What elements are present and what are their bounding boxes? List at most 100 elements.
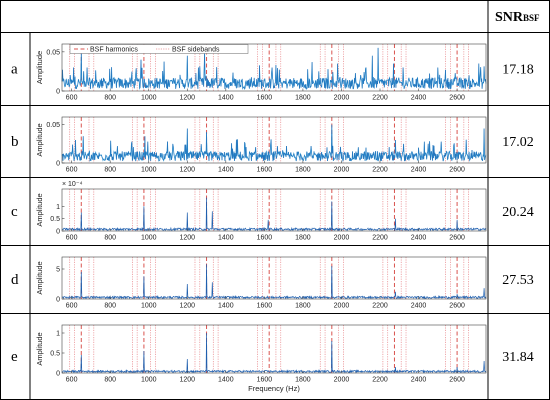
y-axis-label: Amplitude: [35, 261, 44, 294]
x-tick-label: 800: [104, 377, 116, 384]
y-tick-label: 0: [56, 371, 60, 378]
plot-area: [61, 257, 487, 300]
x-tick-label: 800: [104, 303, 116, 310]
y-tick-label: 1: [56, 204, 60, 211]
snr-header: SNRBSF: [495, 10, 540, 25]
y-tick-label: 0: [56, 229, 60, 236]
row-label: a: [11, 62, 18, 78]
x-tick-label: 2600: [449, 167, 465, 174]
x-tick-label: 1400: [218, 167, 234, 174]
x-tick-label: 2000: [334, 167, 350, 174]
x-tick-label: 2400: [411, 95, 427, 102]
snr-value: 20.24: [502, 205, 534, 220]
x-tick-label: 1600: [257, 95, 273, 102]
x-tick-label: 1200: [179, 235, 195, 242]
y-exponent: × 10⁻⁴: [62, 181, 83, 188]
axes-frame: [61, 43, 487, 92]
x-tick-label: 2400: [411, 303, 427, 310]
snr-header-sub: BSF: [523, 13, 540, 23]
snr-value: 17.02: [502, 135, 534, 150]
x-tick-label: 600: [66, 235, 78, 242]
x-tick-label: 1000: [141, 95, 157, 102]
x-tick-label: 2200: [372, 303, 388, 310]
x-tick-label: 2600: [449, 377, 465, 384]
x-tick-label: 2000: [334, 303, 350, 310]
spectrum-line: [61, 124, 487, 163]
y-tick-label: 0: [56, 297, 60, 304]
x-tick-label: 1800: [295, 303, 311, 310]
x-tick-label: 1600: [257, 377, 273, 384]
x-axis-label: Frequency (Hz): [248, 384, 300, 393]
plot-area: [61, 325, 487, 374]
spectrum-line-overlay: [61, 124, 487, 162]
x-tick-label: 1200: [179, 167, 195, 174]
axes-frame: [61, 188, 487, 232]
x-tick-label: 1600: [257, 167, 273, 174]
x-tick-label: 2200: [372, 377, 388, 384]
axes-frame: [61, 116, 487, 164]
x-tick-label: 600: [66, 377, 78, 384]
spectrum-line-overlay: [61, 47, 487, 90]
y-axis-label: Amplitude: [35, 123, 44, 156]
plot-area: [61, 189, 487, 232]
x-tick-label: 800: [104, 235, 116, 242]
y-tick-label: 0.5: [50, 351, 60, 358]
x-tick-label: 2200: [372, 167, 388, 174]
x-tick-label: 2600: [449, 95, 465, 102]
header-row: SNRBSF: [495, 10, 540, 25]
spectrum-line: [61, 332, 487, 374]
spectrum-line: [61, 197, 487, 232]
x-tick-label: 1400: [218, 235, 234, 242]
x-tick-label: 1400: [218, 95, 234, 102]
x-tick-label: 1800: [295, 235, 311, 242]
x-tick-label: 1200: [179, 377, 195, 384]
y-axis-label: Amplitude: [35, 332, 44, 365]
panel-e: e 31.84 0 0.5 1 Amplitude 600 800 1000 1200 1400 16…: [11, 324, 534, 393]
x-tick-label: 2000: [334, 235, 350, 242]
row-label: e: [11, 349, 18, 365]
x-tick-label: 2400: [411, 167, 427, 174]
x-tick-label: 2200: [372, 235, 388, 242]
x-tick-label: 2000: [334, 95, 350, 102]
row-label: c: [11, 204, 18, 220]
x-tick-label: 1800: [295, 167, 311, 174]
y-tick-label: 0.05: [46, 122, 60, 129]
x-tick-label: 1600: [257, 303, 273, 310]
spectrum-line: [61, 47, 487, 91]
legend-harmonic-label: BSF harmonics: [90, 47, 138, 54]
y-tick-label: 0.05: [46, 49, 60, 56]
x-tick-label: 1000: [141, 235, 157, 242]
snr-value: 27.53: [502, 273, 534, 288]
x-tick-label: 2400: [411, 377, 427, 384]
snr-value: 17.18: [502, 63, 534, 78]
x-tick-label: 1200: [179, 95, 195, 102]
row-label: b: [11, 134, 19, 150]
axes-frame: [61, 256, 487, 300]
x-tick-label: 1000: [141, 167, 157, 174]
row-label: d: [11, 272, 19, 288]
x-tick-label: 1800: [295, 377, 311, 384]
x-tick-label: 600: [66, 167, 78, 174]
x-tick-label: 2400: [411, 235, 427, 242]
x-tick-label: 1000: [141, 377, 157, 384]
x-tick-label: 600: [66, 303, 78, 310]
plot-area: [61, 117, 487, 163]
y-tick-label: 5: [56, 267, 60, 274]
x-tick-label: 2200: [372, 95, 388, 102]
x-tick-label: 1400: [218, 303, 234, 310]
panel-c: c 20.24 0 0.5 1 Amplitude × 10⁻⁴ 600 800 1000 1200…: [11, 181, 534, 242]
x-tick-label: 1200: [179, 303, 195, 310]
x-tick-label: 800: [104, 167, 116, 174]
axes-frame: [61, 324, 487, 374]
legend-sideband-label: BSF sidebands: [172, 47, 220, 54]
x-tick-label: 1800: [295, 95, 311, 102]
x-tick-label: 2600: [449, 235, 465, 242]
y-axis-label: Amplitude: [35, 51, 44, 84]
panel-d: d 27.53 0 5 Amplitude 600 800 1000 1200 1400 1600 1…: [11, 256, 534, 310]
